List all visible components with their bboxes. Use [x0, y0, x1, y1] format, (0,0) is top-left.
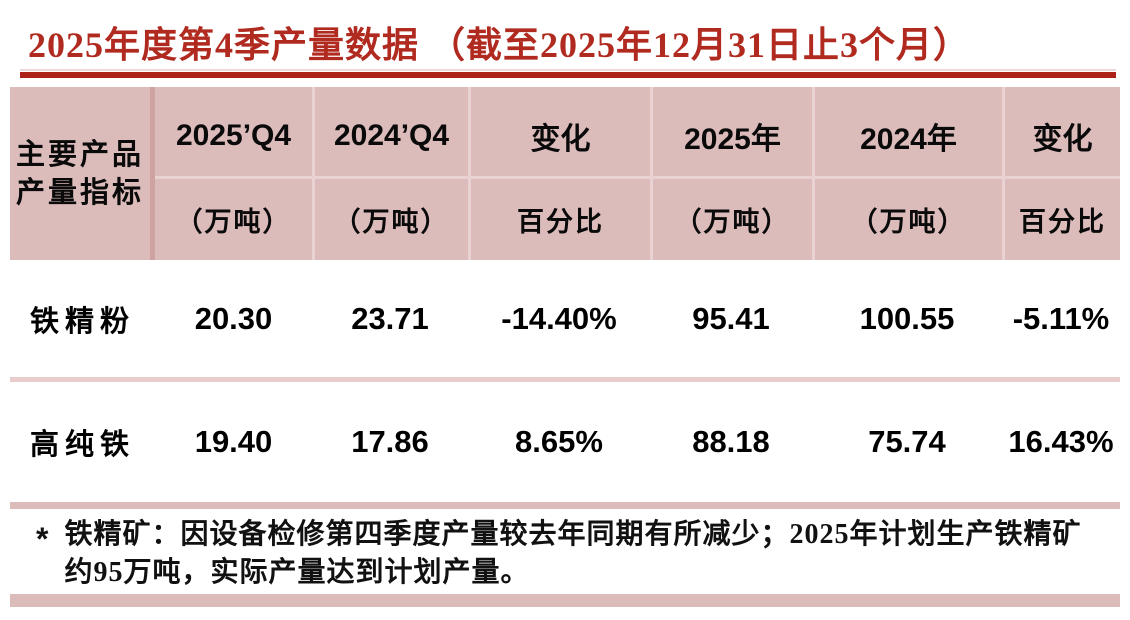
column-subheader: 百分比: [468, 176, 650, 260]
column-subheader: （万吨）: [812, 176, 1002, 260]
value-cell: 20.30: [194, 300, 273, 336]
table-row: 高纯铁 19.40 17.86 8.65% 88.18 75.74 16.43%: [10, 382, 1120, 502]
product-name-cell: 高纯铁: [29, 429, 135, 461]
value-cell: 19.40: [194, 424, 273, 459]
footnote: * 铁精矿：因设备检修第四季度产量较去年同期有所减少；2025年计划生产铁精矿 …: [36, 516, 1106, 592]
value-cell: 16.43%: [1008, 424, 1114, 459]
page-title: 2025年度第4季产量数据 （截至2025年12月31日止3个月）: [28, 25, 971, 65]
footnote-line2: 约95万吨，实际产量达到计划产量。: [64, 557, 530, 588]
table-row: 铁精粉 20.30 23.71 -14.40% 95.41 100.55 -5.11%: [10, 260, 1120, 377]
column-header: 变化: [468, 87, 650, 176]
value-cell: 88.18: [692, 424, 770, 459]
value-cell: 8.65%: [515, 424, 603, 459]
column-subheader: （万吨）: [155, 176, 312, 260]
value-cell: 17.86: [351, 424, 429, 459]
title-underline-highlight: [20, 69, 1116, 71]
value-cell: 100.55: [859, 300, 955, 336]
footnote-line1: 铁精矿：因设备检修第四季度产量较去年同期有所减少；2025年计划生产铁精矿: [64, 519, 1082, 550]
column-header: 2025’Q4: [175, 118, 292, 152]
value-cell: 95.41: [692, 300, 770, 336]
column-subheader: （万吨）: [312, 176, 468, 260]
column-header: 2024年: [812, 87, 1002, 176]
corner-header-cell: 主要产品 产量指标: [10, 87, 155, 260]
value-cell: -5.11%: [1012, 300, 1110, 336]
column-header: 2025年: [650, 87, 812, 176]
bottom-bar: [10, 594, 1120, 607]
footnote-asterisk: *: [36, 521, 49, 557]
column-subheader: 百分比: [1002, 176, 1120, 260]
column-header: 变化: [1002, 87, 1120, 176]
footnote-top-bar: [10, 502, 1120, 509]
product-name-cell: 铁精粉: [29, 305, 135, 338]
corner-header-line1: 主要产品: [15, 138, 144, 171]
value-cell: 23.71: [351, 300, 429, 336]
production-table-header: 主要产品 产量指标 2025’Q4 （万吨） 2024’Q4 （万吨） 变化 百分比 202…: [10, 87, 1120, 260]
corner-header-line2: 产量指标: [15, 176, 144, 209]
row-divider: [10, 377, 1120, 382]
value-cell: -14.40%: [501, 300, 617, 336]
column-header: 2024’Q4: [312, 87, 468, 176]
title-underline: [20, 72, 1116, 78]
value-cell: 75.74: [868, 424, 946, 459]
column-subheader: （万吨）: [650, 176, 812, 260]
